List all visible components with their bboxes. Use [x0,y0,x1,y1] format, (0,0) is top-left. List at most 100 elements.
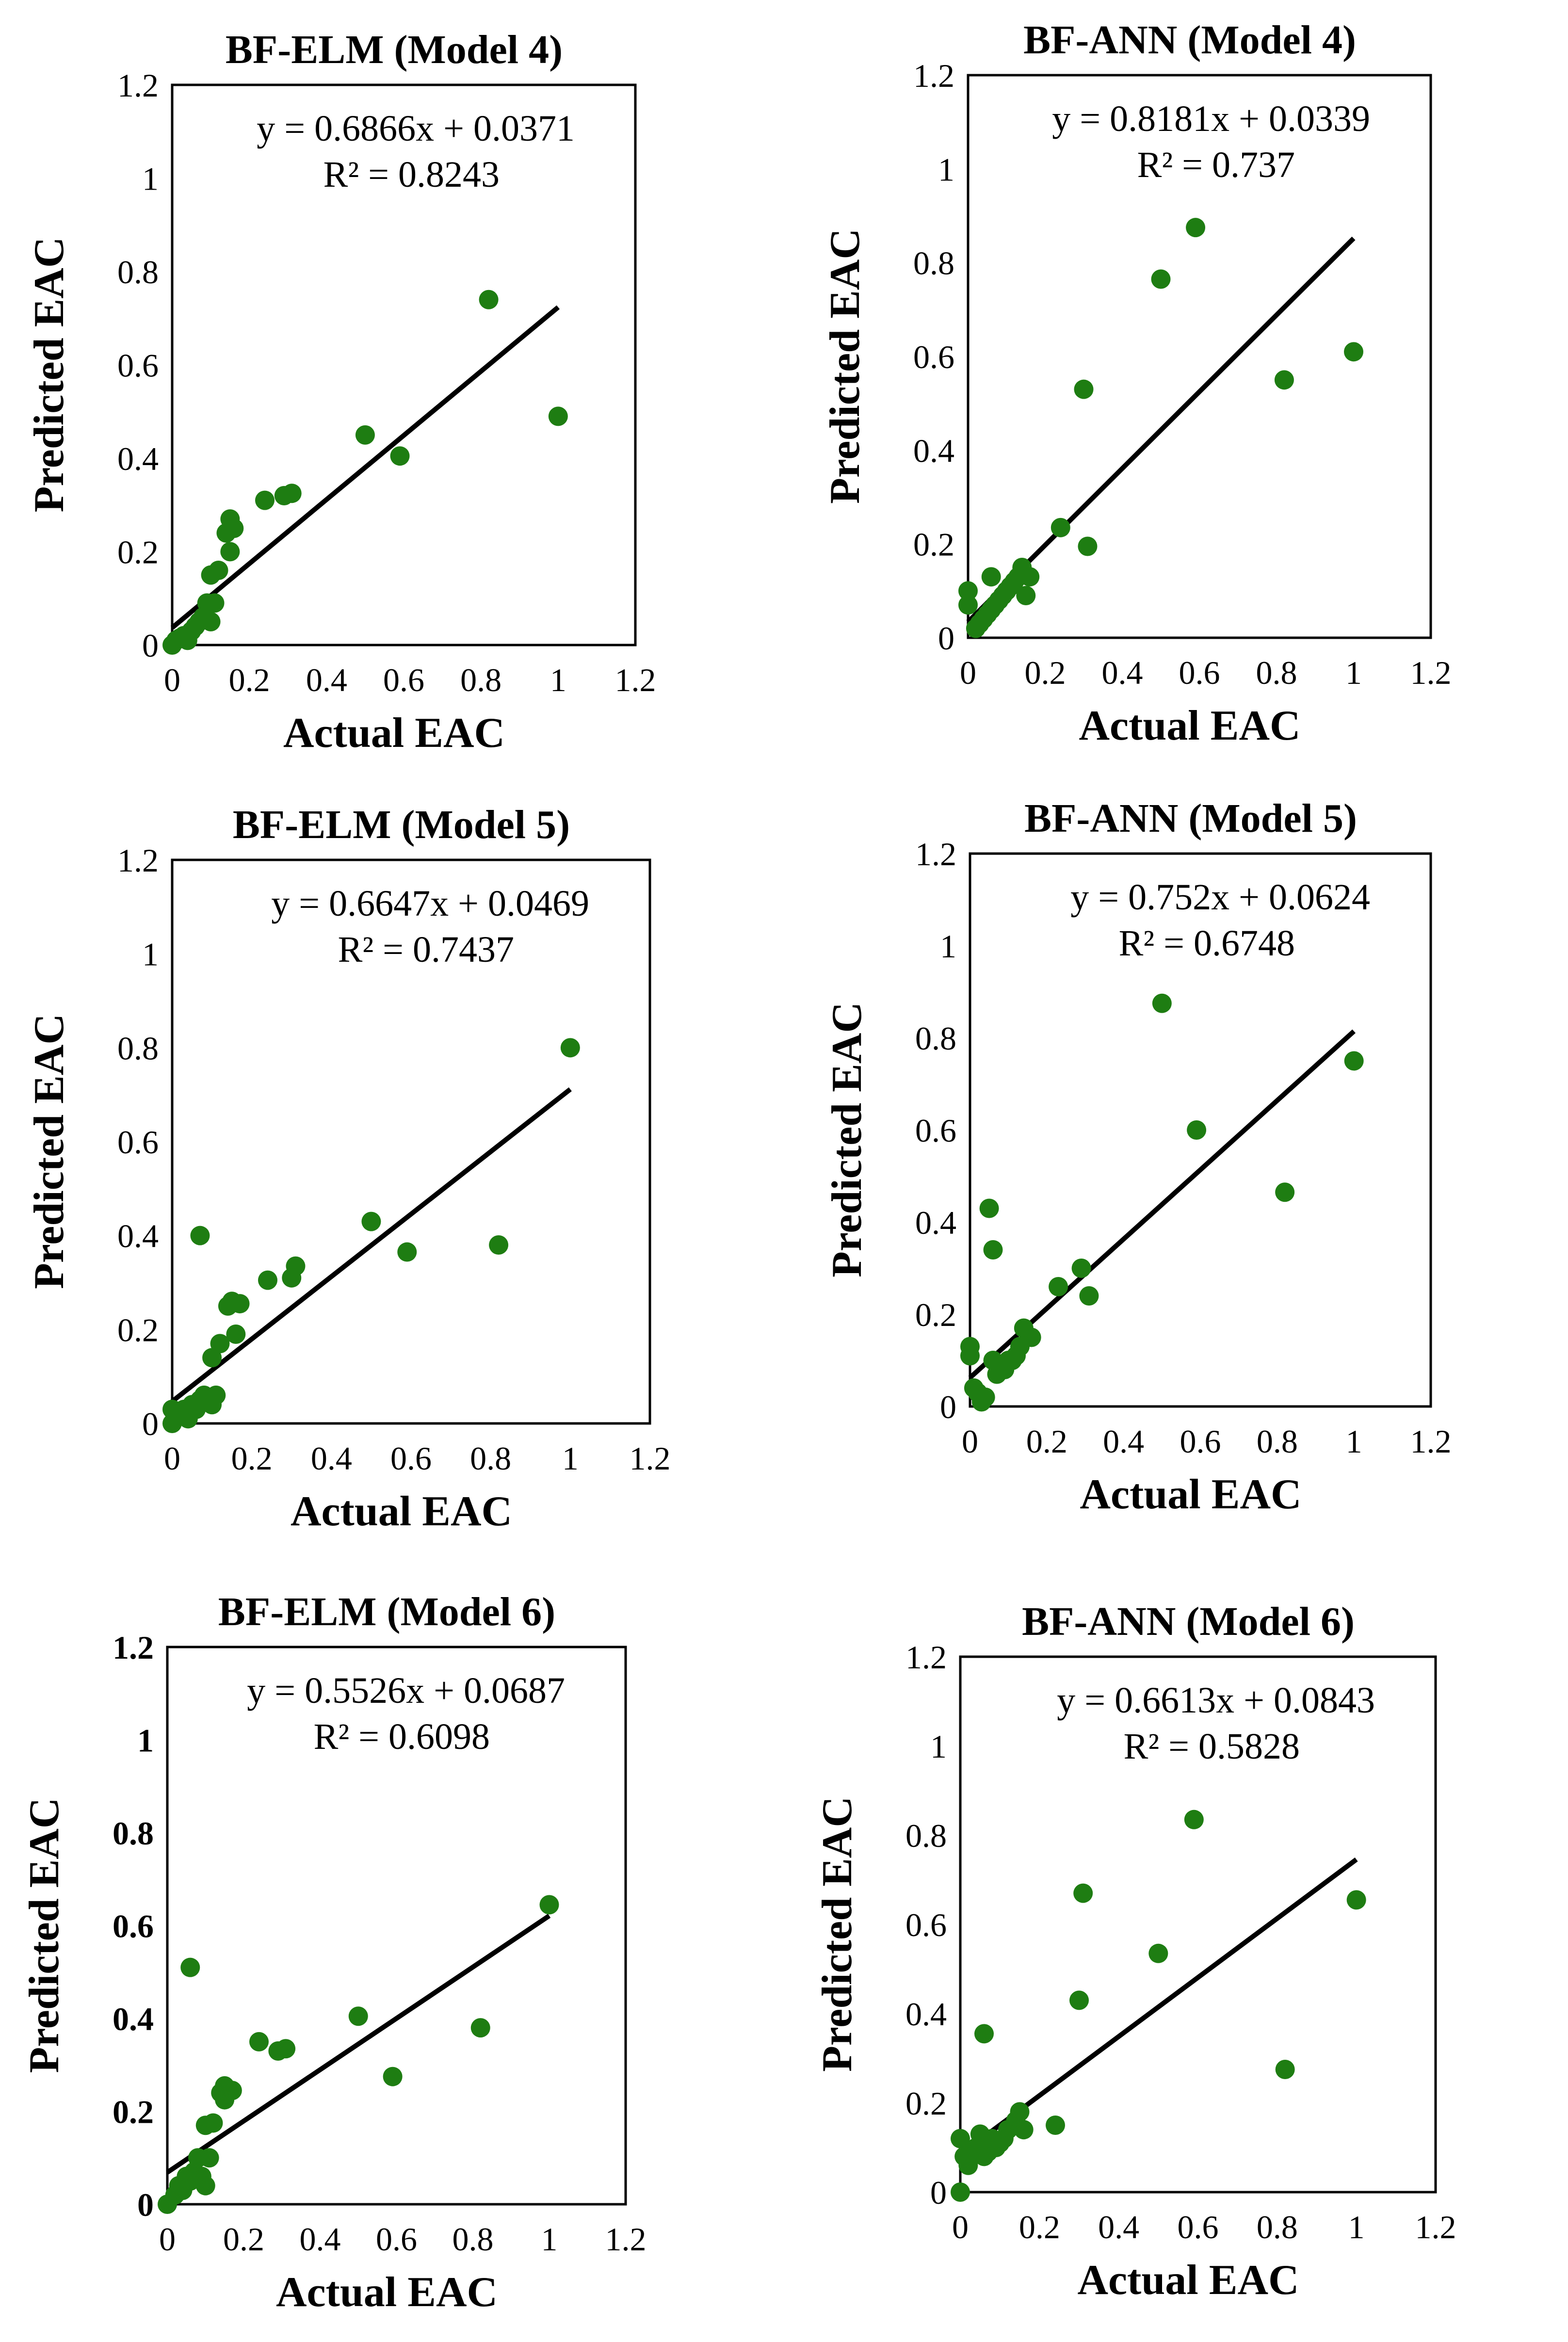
data-point [348,2006,368,2026]
y-tick-label: 0.8 [905,1817,947,1854]
y-tick-label: 0.6 [117,1124,159,1161]
scatter-chart-bf-elm-model-6: BF-ELM (Model 6) 0 0.2 0.4 0.6 0.8 1 1.2 0 0.2 0.4… [21,1589,647,2316]
y-tick-label: 0.4 [113,2001,154,2037]
x-tick-label: 0 [164,1440,180,1477]
x-tick-label: 1 [550,662,566,698]
y-tick-label: 0 [142,1405,159,1442]
data-point [286,1256,306,1276]
data-point [1016,586,1036,605]
data-point [390,446,410,466]
data-point [1051,517,1070,537]
y-tick-label: 0.6 [117,347,159,384]
x-tick-label: 1.2 [605,2221,647,2258]
scatter-chart-bf-ann-model-5: BF-ANN (Model 5) 0 0.2 0.4 0.6 0.8 1 1.2 0 0.2 0.4… [824,796,1452,1518]
x-tick-label: 1 [541,2221,558,2258]
plot-area-frame [171,83,637,646]
data-point [199,2148,219,2168]
y-tick-label: 0.8 [913,245,954,282]
plot-area-frame [967,74,1432,639]
x-tick-label: 0.4 [1103,1423,1144,1460]
data-point [201,612,221,631]
r-squared-label: R² = 0.6098 [314,1716,490,1757]
x-tick-label: 0.2 [1019,2209,1060,2245]
y-tick-label: 0 [137,2186,154,2223]
trendline [968,1029,1356,1380]
x-tick-label: 1 [562,1440,579,1477]
y-tick-label: 1.2 [117,842,159,879]
x-tick-label: 0.2 [231,1440,273,1477]
x-tick-label: 1.2 [1410,1423,1452,1460]
data-point [1344,342,1363,362]
y-tick-label: 1.2 [113,1629,154,1666]
scatter-chart-bf-elm-model-5: BF-ELM (Model 5) 0 0.2 0.4 0.6 0.8 1 1.2 0 0.2 0.4… [26,802,671,1535]
y-axis-title: Predicted EAC [21,1798,68,2073]
data-point [1346,1890,1366,1910]
y-tick-label: 0.6 [905,1906,947,1943]
data-point [1078,536,1098,556]
x-tick-label: 0.4 [311,1440,352,1477]
data-point [981,567,1001,587]
y-tick-label: 0 [938,620,954,657]
x-tick-label: 0.6 [390,1440,432,1477]
y-tick-label: 1.2 [117,67,159,104]
chart-title: BF-ANN (Model 4) [1023,17,1356,63]
y-tick-label: 0.6 [915,1112,956,1149]
data-point [1151,269,1171,289]
data-point [220,542,240,562]
data-point [1069,1990,1089,2010]
x-tick-label: 0.6 [383,662,424,698]
x-tick-label: 1 [1348,2209,1365,2245]
data-point [1275,2060,1295,2079]
data-point [1074,379,1094,399]
y-tick-label: 0.4 [905,1996,947,2033]
chart-title: BF-ELM (Model 5) [233,802,570,847]
y-tick-label: 0.2 [113,2094,154,2131]
y-tick-label: 0.2 [915,1296,956,1333]
y-tick-label: 1 [142,161,159,197]
x-tick-label: 0.2 [1026,1423,1067,1460]
x-axis-title: Actual EAC [283,710,505,757]
r-squared-label: R² = 0.737 [1137,145,1295,185]
trendline-equation: y = 0.6647x + 0.0469 [271,883,589,924]
data-point [209,561,228,580]
x-tick-label: 1.2 [630,1440,671,1477]
data-point [489,1235,509,1255]
x-tick-label: 0.6 [1178,2209,1219,2245]
x-tick-label: 1.2 [615,662,656,698]
y-tick-label: 0.2 [913,526,954,563]
y-axis-title: Predicted EAC [822,228,869,504]
data-point [1021,1327,1041,1347]
data-point [958,581,978,601]
data-point [206,1385,226,1405]
y-axis-title: Predicted EAC [26,237,73,513]
y-tick-label: 0.4 [117,440,159,477]
data-point [222,2081,242,2100]
data-point [361,1211,381,1231]
data-point [1184,1809,1204,1829]
data-point [226,1324,246,1344]
data-point [1073,1883,1093,1903]
data-point [180,1957,200,1977]
data-point [1274,370,1294,390]
x-tick-label: 0.4 [300,2221,341,2258]
x-tick-label: 0.8 [470,1440,511,1477]
x-tick-label: 0.4 [306,662,347,698]
data-point [479,290,499,309]
trendline [966,236,1356,624]
x-tick-label: 1 [1346,1423,1362,1460]
x-tick-label: 0 [962,1423,978,1460]
data-point [1186,218,1206,238]
data-point [1049,1277,1068,1296]
y-tick-label: 1.2 [915,836,956,872]
y-tick-label: 0 [142,627,159,664]
y-tick-label: 0.4 [915,1204,956,1241]
r-squared-label: R² = 0.6748 [1119,923,1295,964]
data-point [224,518,244,538]
x-tick-label: 0.4 [1102,654,1143,691]
y-axis-title: Predicted EAC [26,1014,73,1289]
data-point [983,1240,1003,1260]
plot-area-frame [969,852,1432,1408]
data-point [548,406,568,426]
y-tick-label: 0.2 [117,1311,159,1348]
x-tick-label: 0.2 [229,662,270,698]
